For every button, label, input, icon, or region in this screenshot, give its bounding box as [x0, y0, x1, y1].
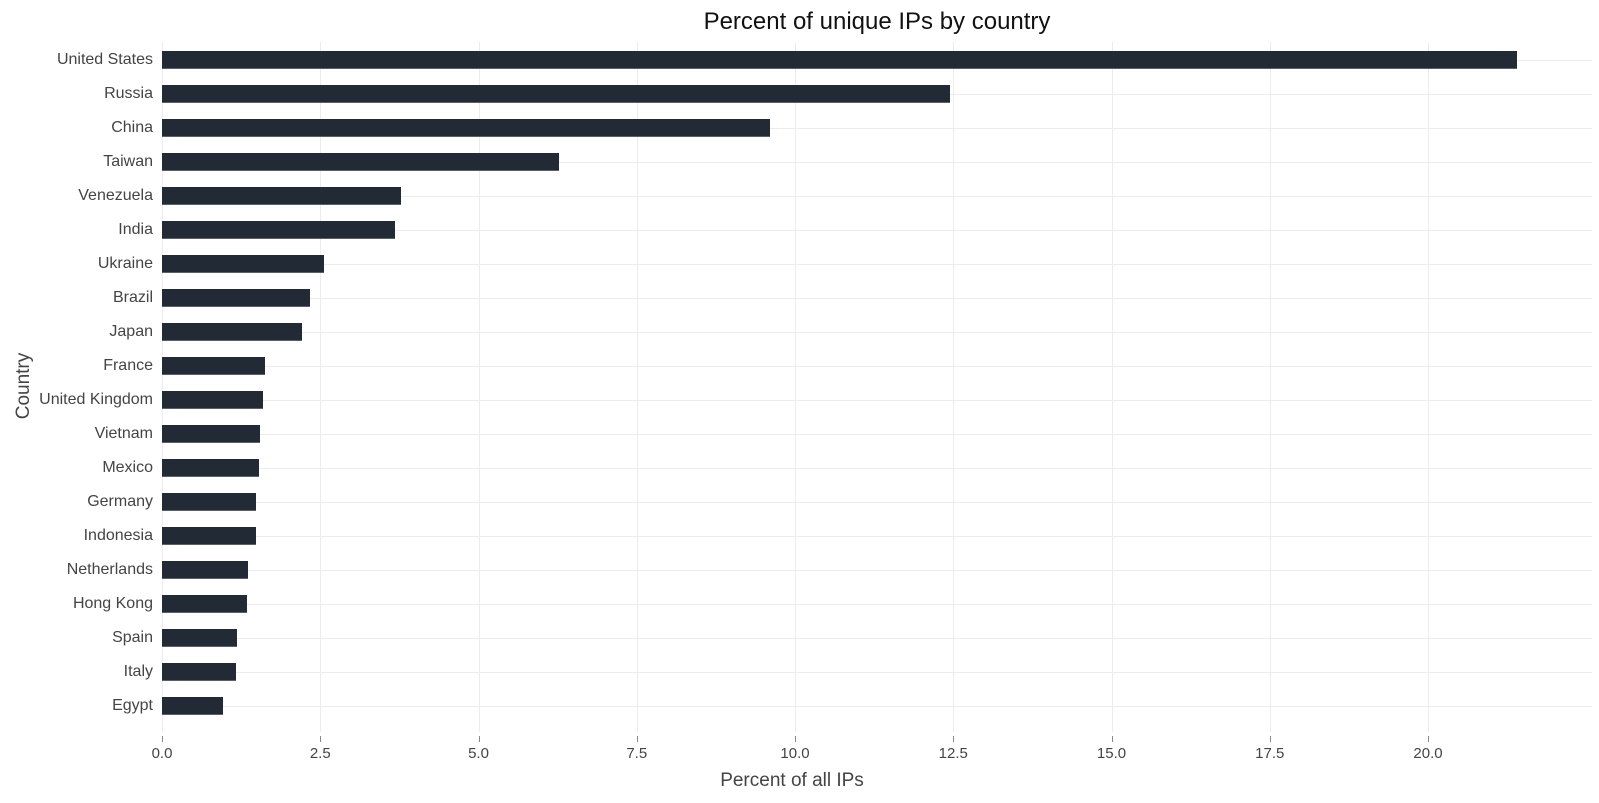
y-tick-label: Netherlands: [66, 561, 153, 578]
y-gridline: [162, 264, 1592, 265]
bar-germany: [162, 493, 257, 511]
x-gridline: [478, 42, 480, 732]
y-tick-label: Vietnam: [94, 425, 153, 442]
y-gridline: [162, 128, 1592, 129]
y-tick-label: France: [103, 357, 153, 374]
x-tick-label: 7.5: [626, 745, 648, 762]
x-gridline: [162, 42, 163, 732]
y-gridline: [162, 468, 1592, 469]
x-tick-mark: [1269, 736, 1271, 742]
bar-china: [162, 119, 770, 137]
bar-italy: [162, 663, 237, 681]
y-tick-label: Indonesia: [83, 527, 153, 544]
x-tick-label: 0.0: [151, 745, 173, 762]
bar-taiwan: [162, 153, 559, 171]
y-tick-label: Taiwan: [103, 153, 153, 170]
y-tick-label: Ukraine: [97, 255, 153, 272]
bar-venezuela: [162, 187, 402, 205]
x-gridline: [1428, 42, 1429, 732]
y-tick-label: United States: [56, 51, 153, 68]
x-tick-label: 17.5: [1255, 745, 1285, 762]
x-tick-mark: [636, 736, 638, 742]
x-gridline: [320, 42, 322, 732]
x-tick-mark: [478, 736, 480, 742]
x-tick-mark: [795, 736, 796, 742]
x-tick-mark: [1428, 736, 1429, 742]
y-tick-label: Italy: [123, 663, 153, 680]
y-gridline: [162, 502, 1592, 503]
x-tick-mark: [953, 736, 955, 742]
y-tick-label: Japan: [109, 323, 153, 340]
y-tick-label: Germany: [87, 493, 153, 510]
y-tick-label: Egypt: [112, 697, 153, 714]
bar-france: [162, 357, 266, 375]
bar-hong-kong: [162, 595, 247, 613]
bar-ukraine: [162, 255, 325, 273]
y-gridline: [162, 366, 1592, 367]
x-tick-mark: [1111, 736, 1113, 742]
bar-india: [162, 221, 395, 239]
x-tick-label: 15.0: [1096, 745, 1127, 762]
bar-netherlands: [162, 561, 249, 579]
x-gridline: [953, 42, 955, 732]
y-tick-label: Spain: [112, 629, 153, 646]
bar-japan: [162, 323, 302, 341]
y-tick-label: United Kingdom: [39, 391, 153, 408]
bar-brazil: [162, 289, 311, 307]
y-tick-label: Venezuela: [78, 187, 153, 204]
y-gridline: [162, 434, 1592, 435]
y-tick-label: Russia: [104, 85, 153, 102]
y-gridline: [162, 672, 1592, 673]
x-gridline: [795, 42, 796, 732]
y-gridline: [162, 162, 1592, 163]
x-gridline: [636, 42, 638, 732]
x-tick-label: 10.0: [780, 745, 810, 762]
x-tick-label: 12.5: [938, 745, 968, 762]
y-axis-title: Country: [13, 352, 34, 420]
y-gridline: [162, 196, 1592, 197]
x-gridline: [1111, 42, 1113, 732]
bar-vietnam: [162, 425, 261, 443]
x-axis-title: Percent of all IPs: [720, 770, 864, 791]
y-gridline: [162, 638, 1592, 639]
plot-area: 0.0 2.5 5.0 7.5 10.0 12.5 15.0 17.5 20.0 United S…: [39, 42, 1592, 762]
x-tick-label: 20.0: [1413, 745, 1443, 762]
y-tick-label: Hong Kong: [72, 595, 153, 612]
y-tick-label: China: [111, 119, 153, 136]
y-tick-label: India: [118, 221, 153, 238]
y-gridline: [162, 332, 1592, 333]
bar-russia: [162, 85, 951, 103]
chart-title: Percent of unique IPs by country: [703, 8, 1051, 35]
y-gridline: [162, 298, 1592, 299]
bar-spain: [162, 629, 237, 647]
bar-indonesia: [162, 527, 256, 545]
bar-mexico: [162, 459, 260, 477]
y-gridline: [162, 230, 1592, 231]
x-tick-mark: [162, 736, 163, 742]
y-gridline: [162, 400, 1592, 401]
y-gridline: [162, 604, 1592, 605]
y-gridline: [162, 536, 1592, 537]
y-gridline: [162, 570, 1592, 571]
bar-united-kingdom: [162, 391, 264, 409]
y-tick-label: Mexico: [102, 459, 153, 476]
x-tick-mark: [320, 736, 322, 742]
x-tick-label: 5.0: [468, 745, 489, 762]
x-tick-label: 2.5: [309, 745, 331, 762]
bar-egypt: [162, 697, 223, 715]
x-gridline: [1269, 42, 1271, 732]
bar-united-states: [162, 51, 1517, 69]
y-gridline: [162, 706, 1592, 707]
y-tick-label: Brazil: [112, 289, 153, 306]
